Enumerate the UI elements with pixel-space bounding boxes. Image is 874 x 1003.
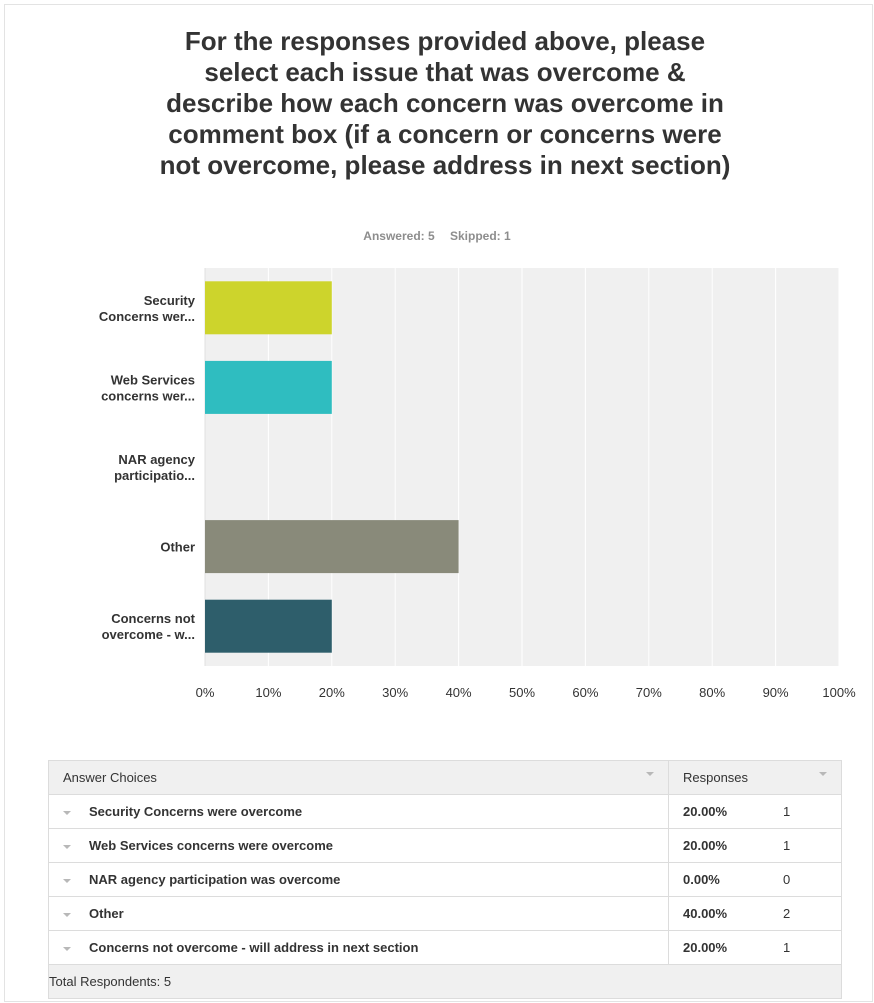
category-label: Concerns not overcome - w... [102, 611, 196, 642]
answered-count: Answered: 5 [363, 229, 435, 243]
bar[interactable] [205, 520, 459, 574]
expand-caret-icon[interactable] [63, 946, 71, 951]
table-row: NAR agency participation was overcome 0.… [48, 862, 842, 897]
bar-chart: Security Concerns wer... Web Services conce… [99, 268, 856, 700]
table-row: Other 40.00% 2 [48, 896, 842, 931]
x-tick-label: 50% [509, 685, 535, 700]
responses-header[interactable]: Responses [668, 760, 842, 795]
answer-table: Answer Choices Responses Security Concer… [48, 760, 842, 999]
x-tick-label: 60% [572, 685, 598, 700]
table-row: Concerns not overcome - will address in … [48, 930, 842, 965]
bar[interactable] [205, 360, 332, 414]
response-count: 0 [783, 862, 842, 897]
expand-caret-icon[interactable] [63, 810, 71, 815]
answer-choice: NAR agency participation was overcome [48, 862, 669, 897]
response-count: 2 [783, 896, 842, 931]
response-percent: 0.00% [668, 862, 783, 897]
response-summary: Answered: 5 Skipped: 1 [0, 229, 874, 243]
x-tick-label: 40% [446, 685, 472, 700]
table-row: Security Concerns were overcome 20.00% 1 [48, 794, 842, 829]
x-tick-label: 90% [763, 685, 789, 700]
x-tick-label: 20% [319, 685, 345, 700]
bars [205, 281, 459, 653]
total-row: Total Respondents: 5 [48, 964, 842, 999]
x-tick-label: 80% [699, 685, 725, 700]
table-row: Web Services concerns were overcome 20.0… [48, 828, 842, 863]
gridlines [204, 268, 840, 666]
response-percent: 40.00% [668, 896, 783, 931]
expand-caret-icon[interactable] [63, 878, 71, 883]
chart-frame [4, 4, 873, 1002]
bar[interactable] [205, 599, 332, 653]
total-respondents: Total Respondents: 5 [48, 964, 842, 999]
sort-caret-icon[interactable] [646, 772, 654, 776]
x-tick-label: 30% [382, 685, 408, 700]
x-tick-label: 0% [196, 685, 215, 700]
answer-choice: Web Services concerns were overcome [48, 828, 669, 863]
response-percent: 20.00% [668, 930, 783, 965]
response-count: 1 [783, 828, 842, 863]
response-percent: 20.00% [668, 794, 783, 829]
response-count: 1 [783, 794, 842, 829]
answer-choices-header[interactable]: Answer Choices [48, 760, 669, 795]
answer-choice: Other [48, 896, 669, 931]
x-tick-label: 70% [636, 685, 662, 700]
category-label: Other [160, 540, 195, 555]
expand-caret-icon[interactable] [63, 844, 71, 849]
skipped-count: Skipped: 1 [450, 229, 511, 243]
x-tick-label: 100% [822, 685, 856, 700]
category-label: Web Services concerns wer... [101, 372, 195, 403]
expand-caret-icon[interactable] [63, 912, 71, 917]
category-labels: Security Concerns wer... Web Services conce… [99, 293, 196, 642]
category-label: NAR agency participatio... [114, 452, 196, 483]
sort-caret-icon[interactable] [819, 772, 827, 776]
x-tick-labels: 0% 10% 20% 30% 40% 50% 60% 70% 80% 90% 100% [196, 685, 856, 700]
chart-title: For the responses provided above, please… [159, 26, 731, 180]
category-label: Security Concerns wer... [99, 293, 196, 324]
bar[interactable] [205, 281, 332, 335]
response-count: 1 [783, 930, 842, 965]
answer-choice: Security Concerns were overcome [48, 794, 669, 829]
answer-choice: Concerns not overcome - will address in … [48, 930, 669, 965]
x-tick-label: 10% [255, 685, 281, 700]
response-percent: 20.00% [668, 828, 783, 863]
